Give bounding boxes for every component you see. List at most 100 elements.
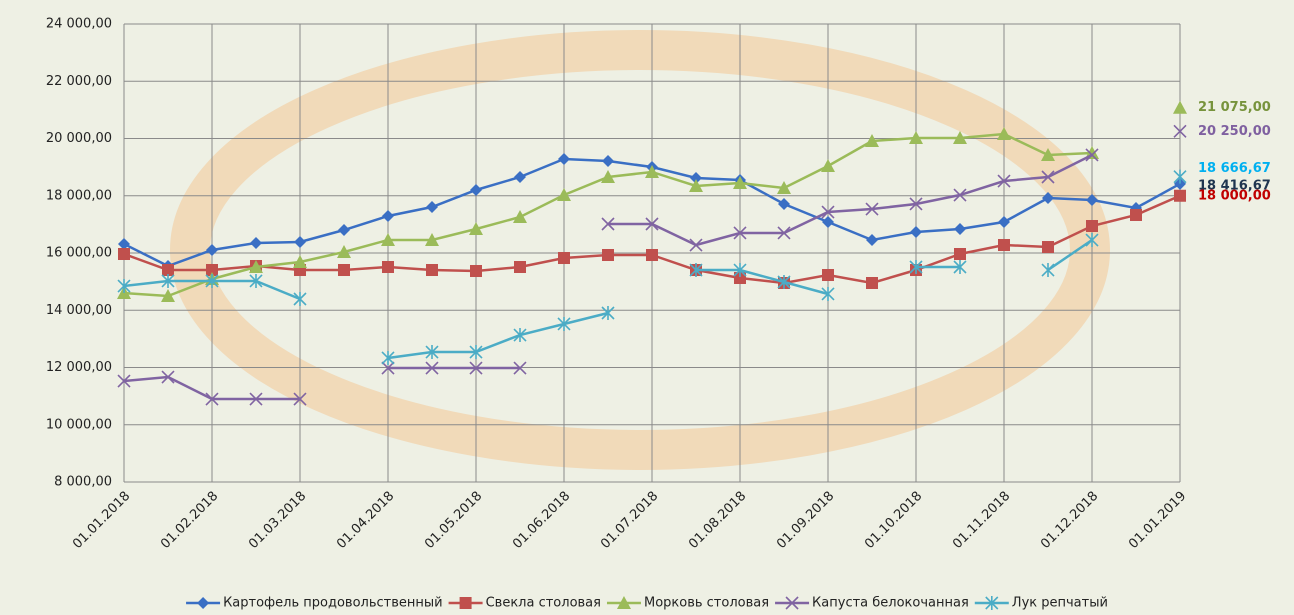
- y-tick-label: 20 000,00: [46, 131, 112, 146]
- point: [469, 222, 483, 236]
- point: [425, 345, 439, 360]
- point: [954, 248, 966, 261]
- point: [646, 249, 658, 262]
- point: [425, 361, 439, 375]
- legend-marker: [197, 597, 210, 609]
- point: [690, 172, 702, 185]
- point: [601, 217, 615, 231]
- point: [602, 154, 614, 167]
- point: [206, 264, 218, 277]
- point: [778, 197, 790, 210]
- point: [513, 209, 527, 223]
- point: [117, 279, 131, 294]
- legend-marker: [459, 597, 472, 609]
- y-tick-label: 8 000,00: [54, 475, 112, 490]
- point: [1041, 263, 1055, 278]
- legend-label: Свекла столовая: [486, 596, 601, 611]
- y-tick-label: 22 000,00: [46, 74, 112, 89]
- point: [162, 264, 174, 277]
- point: [382, 260, 394, 273]
- point: [865, 202, 879, 216]
- y-tick-label: 14 000,00: [46, 303, 112, 318]
- legend-label: Морковь столовая: [644, 596, 769, 611]
- point: [821, 286, 835, 301]
- point: [1130, 208, 1142, 221]
- point: [601, 170, 615, 184]
- point: [557, 188, 571, 202]
- point: [293, 255, 307, 269]
- point: [1086, 220, 1098, 233]
- point: [953, 188, 967, 202]
- point: [865, 133, 879, 147]
- point: [514, 171, 526, 184]
- point: [426, 264, 438, 277]
- legend-marker: [616, 596, 631, 609]
- point: [645, 217, 659, 231]
- point: [822, 269, 834, 282]
- y-tick-label: 24 000,00: [46, 17, 112, 32]
- point: [337, 244, 351, 258]
- y-tick-label: 16 000,00: [46, 246, 112, 261]
- point: [821, 205, 835, 219]
- value-label: 20 250,00: [1198, 124, 1271, 139]
- point: [601, 305, 615, 320]
- point: [998, 215, 1010, 228]
- point: [689, 178, 703, 192]
- point: [866, 234, 878, 247]
- point: [557, 316, 571, 331]
- point: [1042, 241, 1054, 254]
- point: [161, 273, 175, 288]
- point: [689, 238, 703, 252]
- point: [118, 248, 130, 261]
- y-tick-label: 10 000,00: [46, 417, 112, 432]
- point: [1041, 147, 1055, 161]
- point: [822, 215, 834, 228]
- point: [1173, 100, 1187, 114]
- point: [909, 197, 923, 211]
- point: [910, 225, 922, 238]
- point: [734, 271, 746, 284]
- value-label: 18 666,67: [1198, 161, 1271, 176]
- point: [250, 237, 262, 250]
- point: [249, 392, 263, 406]
- point: [998, 239, 1010, 252]
- point: [997, 174, 1011, 188]
- value-label: 21 075,00: [1198, 100, 1271, 115]
- point: [294, 236, 306, 249]
- point: [293, 292, 307, 306]
- point: [1174, 177, 1186, 190]
- point: [953, 259, 967, 274]
- legend-label: Лук репчатый: [1012, 596, 1108, 611]
- point: [1173, 169, 1187, 184]
- point: [602, 249, 614, 262]
- point: [381, 233, 395, 247]
- point: [777, 226, 791, 240]
- point: [733, 263, 747, 278]
- legend: Картофель продовольственный Свекла столов…: [186, 596, 1108, 611]
- point: [777, 274, 791, 289]
- point: [866, 276, 878, 289]
- point: [909, 131, 923, 145]
- point: [1173, 124, 1187, 138]
- point: [381, 361, 395, 375]
- point: [997, 127, 1011, 141]
- point: [1174, 189, 1186, 202]
- point: [117, 374, 131, 388]
- point: [1085, 148, 1099, 162]
- value-label: 18 416,67: [1198, 178, 1271, 193]
- point: [425, 233, 439, 247]
- point: [118, 238, 130, 251]
- point: [954, 223, 966, 236]
- point: [206, 243, 218, 256]
- point: [469, 345, 483, 360]
- point: [205, 392, 219, 406]
- point: [1085, 233, 1099, 248]
- legend-label: Картофель продовольственный: [223, 596, 443, 611]
- value-label: 18 000,00: [1198, 188, 1271, 203]
- point: [953, 131, 967, 145]
- point: [338, 264, 350, 277]
- point: [161, 370, 175, 384]
- point: [161, 288, 175, 302]
- point: [777, 180, 791, 194]
- point: [645, 164, 659, 178]
